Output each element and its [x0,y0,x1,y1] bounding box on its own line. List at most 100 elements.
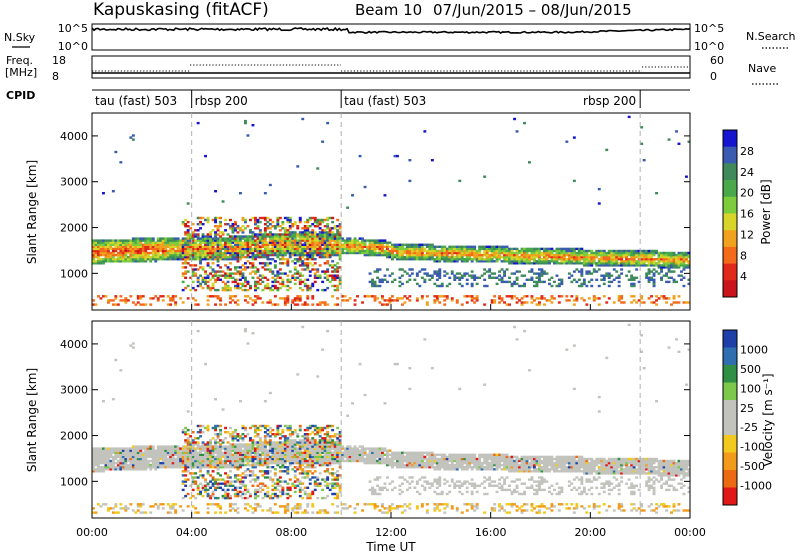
velocity-cell [278,451,282,454]
power-cell [687,264,691,267]
power-cell [124,245,128,248]
power-cell [565,249,569,253]
power-cell [119,249,123,253]
power-cell [505,280,509,284]
power-cell [445,255,449,259]
power-cell [201,258,205,261]
power-cell [381,245,384,248]
power-cell [433,301,437,304]
power-cell [97,251,100,255]
velocity-cell [239,494,242,498]
power-cell [224,264,227,267]
power-cell [261,249,265,253]
power-cell [189,235,193,238]
power-cell [174,253,178,257]
power-cell [508,255,511,259]
power-cell [493,249,497,253]
power-cell [348,247,352,251]
power-cell [640,258,644,261]
power-cell [293,276,297,279]
power-cell [428,243,432,246]
power-cell [508,295,511,298]
velocity-cell [184,466,188,469]
power-cell [211,243,215,246]
power-cell [602,264,606,267]
power-cell [605,255,609,259]
power-cell [321,301,325,304]
power-cell [249,241,252,244]
velocity-cell [114,461,118,465]
power-cell [386,255,389,259]
power-cell [408,159,412,162]
power-cell [311,237,315,240]
velocity-cell [196,445,200,448]
power-cell [535,276,539,279]
velocity-cell [231,447,235,450]
power-cell [331,295,335,298]
power-cell [655,264,658,267]
velocity-cell [176,466,180,469]
power-cell [234,258,237,261]
power-cell [645,253,649,257]
power-cell [278,233,282,236]
power-cell [328,239,332,242]
velocity-cell [102,470,105,473]
power-cell [278,247,282,251]
velocity-cell [201,466,205,469]
velocity-cell [184,441,188,444]
power-cell [640,260,644,263]
velocity-cell [116,459,120,463]
power-cell [283,272,287,275]
velocity-cell [251,466,255,469]
power-cell [296,251,300,255]
velocity-cell [154,451,158,454]
velocity-cell [251,484,255,487]
power-cell [453,249,457,253]
power-cell [508,303,511,306]
velocity-cell [239,490,242,494]
power-cell [266,282,270,286]
power-cell [657,258,661,261]
power-cell [97,241,100,244]
velocity-cell [276,449,280,452]
velocity-cell [234,453,237,456]
velocity-cell [136,449,140,452]
velocity-cell [99,453,103,456]
power-cell [358,249,362,253]
power-cell [226,251,230,255]
power-cell [525,295,529,298]
power-cell [505,255,509,259]
power-cell [630,295,634,298]
power-cell [184,286,188,290]
power-cell [306,288,310,292]
power-cell [483,284,487,288]
velocity-cell [126,457,130,461]
velocity-cell [221,455,225,459]
power-cell [508,276,511,279]
power-cell [567,299,571,302]
velocity-cell [156,457,160,461]
power-cell [423,272,427,275]
velocity-cell [139,463,143,467]
velocity-cell [216,433,220,436]
velocity-cell [216,463,220,467]
power-cell [318,241,322,244]
power-cell [231,239,235,242]
power-cell [236,299,240,302]
power-cell [214,258,217,261]
velocity-cell [111,451,115,454]
power-cell [179,255,183,259]
power-cell [196,284,200,288]
velocity-cell [268,451,272,454]
power-cell [221,288,225,292]
velocity-cell [124,509,128,512]
velocity-cell [201,463,205,467]
velocity-cell [176,451,180,454]
velocity-cell [206,447,210,450]
velocity-cell [256,433,260,436]
power-cell [244,255,247,259]
power-cell [550,297,554,300]
power-cell [92,251,95,255]
power-cell [206,280,210,284]
power-cell [111,247,115,251]
